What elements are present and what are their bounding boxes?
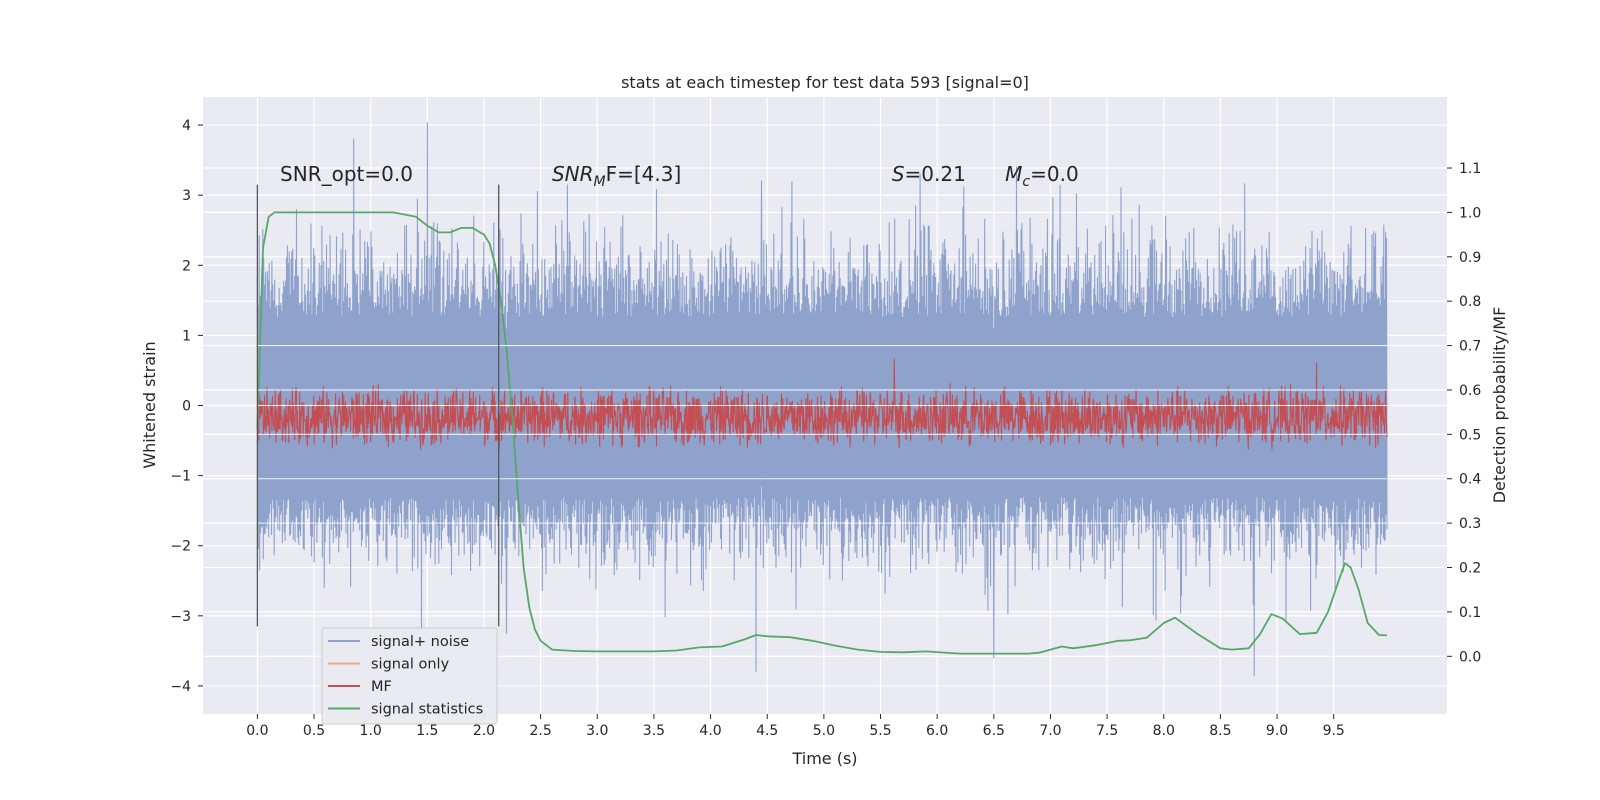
annotation-text: Mc=0.0: [1005, 162, 1079, 190]
annotation-subscript: c: [1022, 174, 1030, 190]
y2-tick-label: 1.0: [1459, 205, 1481, 221]
y-tick-label: 4: [182, 118, 191, 134]
x-tick-label: 4.0: [699, 723, 721, 739]
y-ticks: 4 3 2 1 0 −1 −2 −3 −4: [170, 118, 203, 695]
series-line: [256, 358, 1388, 450]
x-tick-label: 0.5: [303, 723, 325, 739]
y2-tick-label: 0.2: [1459, 561, 1481, 577]
legend-box: [321, 627, 498, 725]
y2-tick-label: 0.9: [1459, 250, 1481, 266]
series-line: [256, 211, 1388, 655]
annotation-main: M: [1005, 162, 1022, 186]
x-tick-label: 1.5: [416, 723, 438, 739]
annotations: SNR_opt=0.0 SNRMF=[4.3] S=0.21 Mc=0.0: [280, 162, 1079, 190]
annotation-main: SNR: [552, 162, 594, 186]
annotation-tail: F=[4.3]: [606, 162, 682, 186]
annotation-text: SNR_opt=0.0: [280, 162, 413, 186]
annotation-text: SNRMF=[4.3]: [552, 162, 681, 190]
x-tick-label: 3.5: [643, 723, 665, 739]
x-tick-label: 5.5: [869, 723, 891, 739]
chart-title: stats at each timestep for test data 593…: [621, 73, 1029, 92]
x-tick-label: 5.0: [813, 723, 835, 739]
x-tick-label: 8.0: [1153, 723, 1175, 739]
x-tick-label: 7.0: [1039, 723, 1061, 739]
annotation-tail: =0.0: [1030, 162, 1079, 186]
y-tick-label: 1: [182, 328, 191, 344]
legend-label: MF: [371, 679, 392, 695]
y2-tick-label: 0.6: [1459, 383, 1481, 399]
y2-axis-label: Detection probability/MF: [1490, 307, 1509, 504]
y-axis-label: Whitened strain: [140, 341, 159, 468]
annotation-main: S: [892, 162, 905, 186]
x-tick-label: 2.5: [529, 723, 551, 739]
x-tick-label: 9.0: [1266, 723, 1288, 739]
y-tick-label: −4: [170, 679, 191, 695]
y-tick-label: 2: [182, 258, 191, 274]
legend-label: signal statistics: [371, 702, 483, 718]
y2-tick-label: 1.1: [1459, 161, 1481, 177]
vertical-markers: [256, 184, 500, 627]
y2-tick-label: 0.5: [1459, 427, 1481, 443]
legend: signal+ noise signal only MF signal statist…: [321, 627, 498, 725]
y2-ticks: 1.1 1.0 0.9 0.8 0.7 0.6 0.5 0.4 0.3 0.2 0.1 0.0: [1447, 161, 1481, 665]
legend-label: signal+ noise: [371, 634, 469, 650]
annotation-tail: =0.21: [905, 162, 966, 186]
x-tick-label: 9.5: [1323, 723, 1345, 739]
x-tick-label: 8.5: [1209, 723, 1231, 739]
y-tick-label: 0: [182, 399, 191, 415]
series-line: [256, 122, 1388, 676]
series-layer: [256, 122, 1388, 676]
y-tick-label: −3: [170, 609, 191, 625]
y-tick-label: −2: [170, 539, 191, 555]
x-tick-label: 4.5: [756, 723, 778, 739]
y2-tick-label: 0.1: [1459, 605, 1481, 621]
x-tick-label: 3.0: [586, 723, 608, 739]
y2-tick-label: 0.0: [1459, 649, 1481, 665]
x-tick-label: 7.5: [1096, 723, 1118, 739]
x-tick-label: 0.0: [246, 723, 268, 739]
y2-tick-label: 0.4: [1459, 472, 1481, 488]
x-tick-label: 6.0: [926, 723, 948, 739]
legend-label: signal only: [371, 657, 450, 673]
x-tick-label: 1.0: [360, 723, 382, 739]
y2-tick-label: 0.3: [1459, 516, 1481, 532]
annotation-text: S=0.21: [892, 162, 966, 186]
x-axis-label: Time (s): [791, 749, 857, 768]
y2-tick-label: 0.8: [1459, 294, 1481, 310]
x-tick-label: 2.0: [473, 723, 495, 739]
annotation-subscript: M: [594, 174, 606, 190]
y-tick-label: −1: [170, 469, 191, 485]
y-tick-label: 3: [182, 188, 191, 204]
x-ticks: 0.0 0.5 1.0 1.5 2.0 2.5 3.0 3.5 4.0 4.5 5.0 5.5 6.0 6…: [246, 714, 1345, 739]
y2-tick-label: 0.7: [1459, 339, 1481, 355]
x-tick-label: 6.5: [983, 723, 1005, 739]
